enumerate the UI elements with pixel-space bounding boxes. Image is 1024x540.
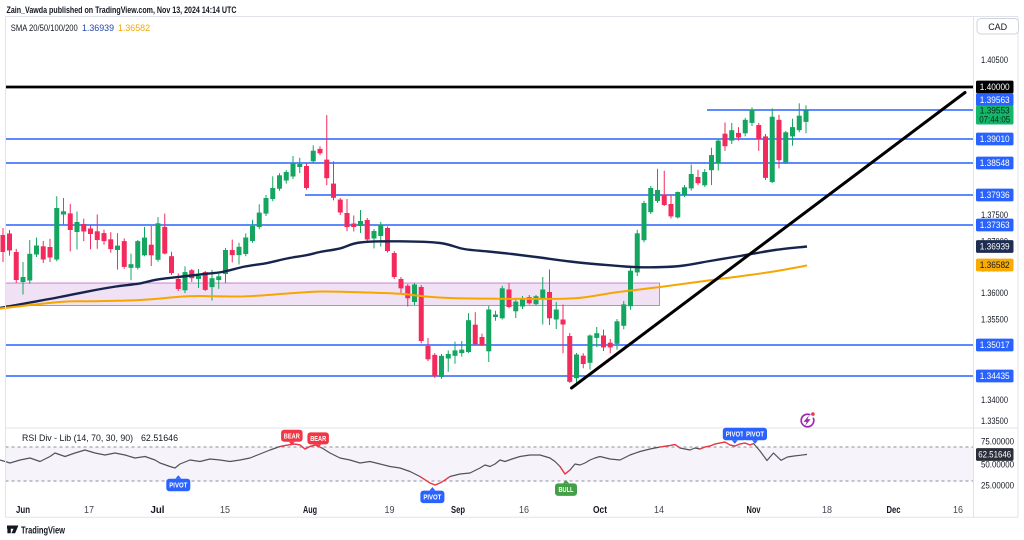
svg-text:RSI Div - Lib (14, 70, 30, 90): RSI Div - Lib (14, 70, 30, 90) xyxy=(22,433,133,444)
svg-text:1.37500: 1.37500 xyxy=(981,210,1008,220)
svg-text:Dec: Dec xyxy=(887,504,901,516)
svg-text:62.51646: 62.51646 xyxy=(978,450,1011,460)
svg-text:Zain_Vawda published on Tradin: Zain_Vawda published on TradingView.com,… xyxy=(7,5,237,16)
svg-text:16: 16 xyxy=(953,504,963,516)
svg-text:1.36939: 1.36939 xyxy=(980,242,1010,252)
svg-text:17: 17 xyxy=(84,504,94,516)
svg-text:1.39010: 1.39010 xyxy=(980,134,1010,144)
svg-text:BEAR: BEAR xyxy=(310,436,326,443)
svg-text:1.37363: 1.37363 xyxy=(980,220,1010,230)
svg-text:PIVOT: PIVOT xyxy=(169,483,188,490)
svg-text:1.36582: 1.36582 xyxy=(980,260,1010,270)
svg-text:BEAR: BEAR xyxy=(284,433,300,440)
svg-text:1.39553: 1.39553 xyxy=(980,106,1010,116)
svg-text:1.33500: 1.33500 xyxy=(981,416,1008,426)
svg-text:75.00000: 75.00000 xyxy=(981,437,1014,447)
svg-text:Sep: Sep xyxy=(451,504,465,516)
svg-text:PIVOT: PIVOT xyxy=(746,432,765,439)
svg-text:BULL: BULL xyxy=(559,487,575,494)
svg-text:1.34000: 1.34000 xyxy=(981,395,1008,405)
svg-text:1.36939: 1.36939 xyxy=(82,23,114,34)
svg-text:SMA 20/50/100/200: SMA 20/50/100/200 xyxy=(11,23,78,34)
svg-text:62.51646: 62.51646 xyxy=(141,433,178,444)
svg-text:1.39563: 1.39563 xyxy=(980,95,1010,105)
svg-text:Oct: Oct xyxy=(593,504,607,516)
svg-text:Jun: Jun xyxy=(16,504,30,516)
svg-text:1.34435: 1.34435 xyxy=(980,371,1010,381)
svg-text:07:44:05: 07:44:05 xyxy=(979,115,1010,125)
svg-text:19: 19 xyxy=(385,504,395,516)
svg-text:1.35017: 1.35017 xyxy=(980,340,1010,350)
svg-text:50.00000: 50.00000 xyxy=(981,460,1014,470)
svg-text:1.40500: 1.40500 xyxy=(981,55,1008,65)
svg-text:PIVOT: PIVOT xyxy=(726,432,745,439)
svg-text:Nov: Nov xyxy=(747,504,761,516)
svg-text:CAD: CAD xyxy=(988,22,1007,33)
svg-text:1.35500: 1.35500 xyxy=(981,315,1008,325)
svg-text:15: 15 xyxy=(220,504,230,516)
svg-text:1.40000: 1.40000 xyxy=(980,82,1010,92)
svg-text:16: 16 xyxy=(519,504,529,516)
svg-text:TradingView: TradingView xyxy=(21,525,66,537)
svg-text:Aug: Aug xyxy=(303,504,317,516)
svg-text:18: 18 xyxy=(822,504,832,516)
svg-text:1.36000: 1.36000 xyxy=(981,288,1008,298)
svg-text:1.36582: 1.36582 xyxy=(118,23,150,34)
svg-text:Jul: Jul xyxy=(151,504,165,516)
svg-text:14: 14 xyxy=(654,504,664,516)
svg-text:1.37936: 1.37936 xyxy=(980,190,1010,200)
svg-text:1.38548: 1.38548 xyxy=(980,158,1010,168)
svg-text:25.00000: 25.00000 xyxy=(981,481,1014,491)
svg-text:PIVOT: PIVOT xyxy=(423,494,442,501)
